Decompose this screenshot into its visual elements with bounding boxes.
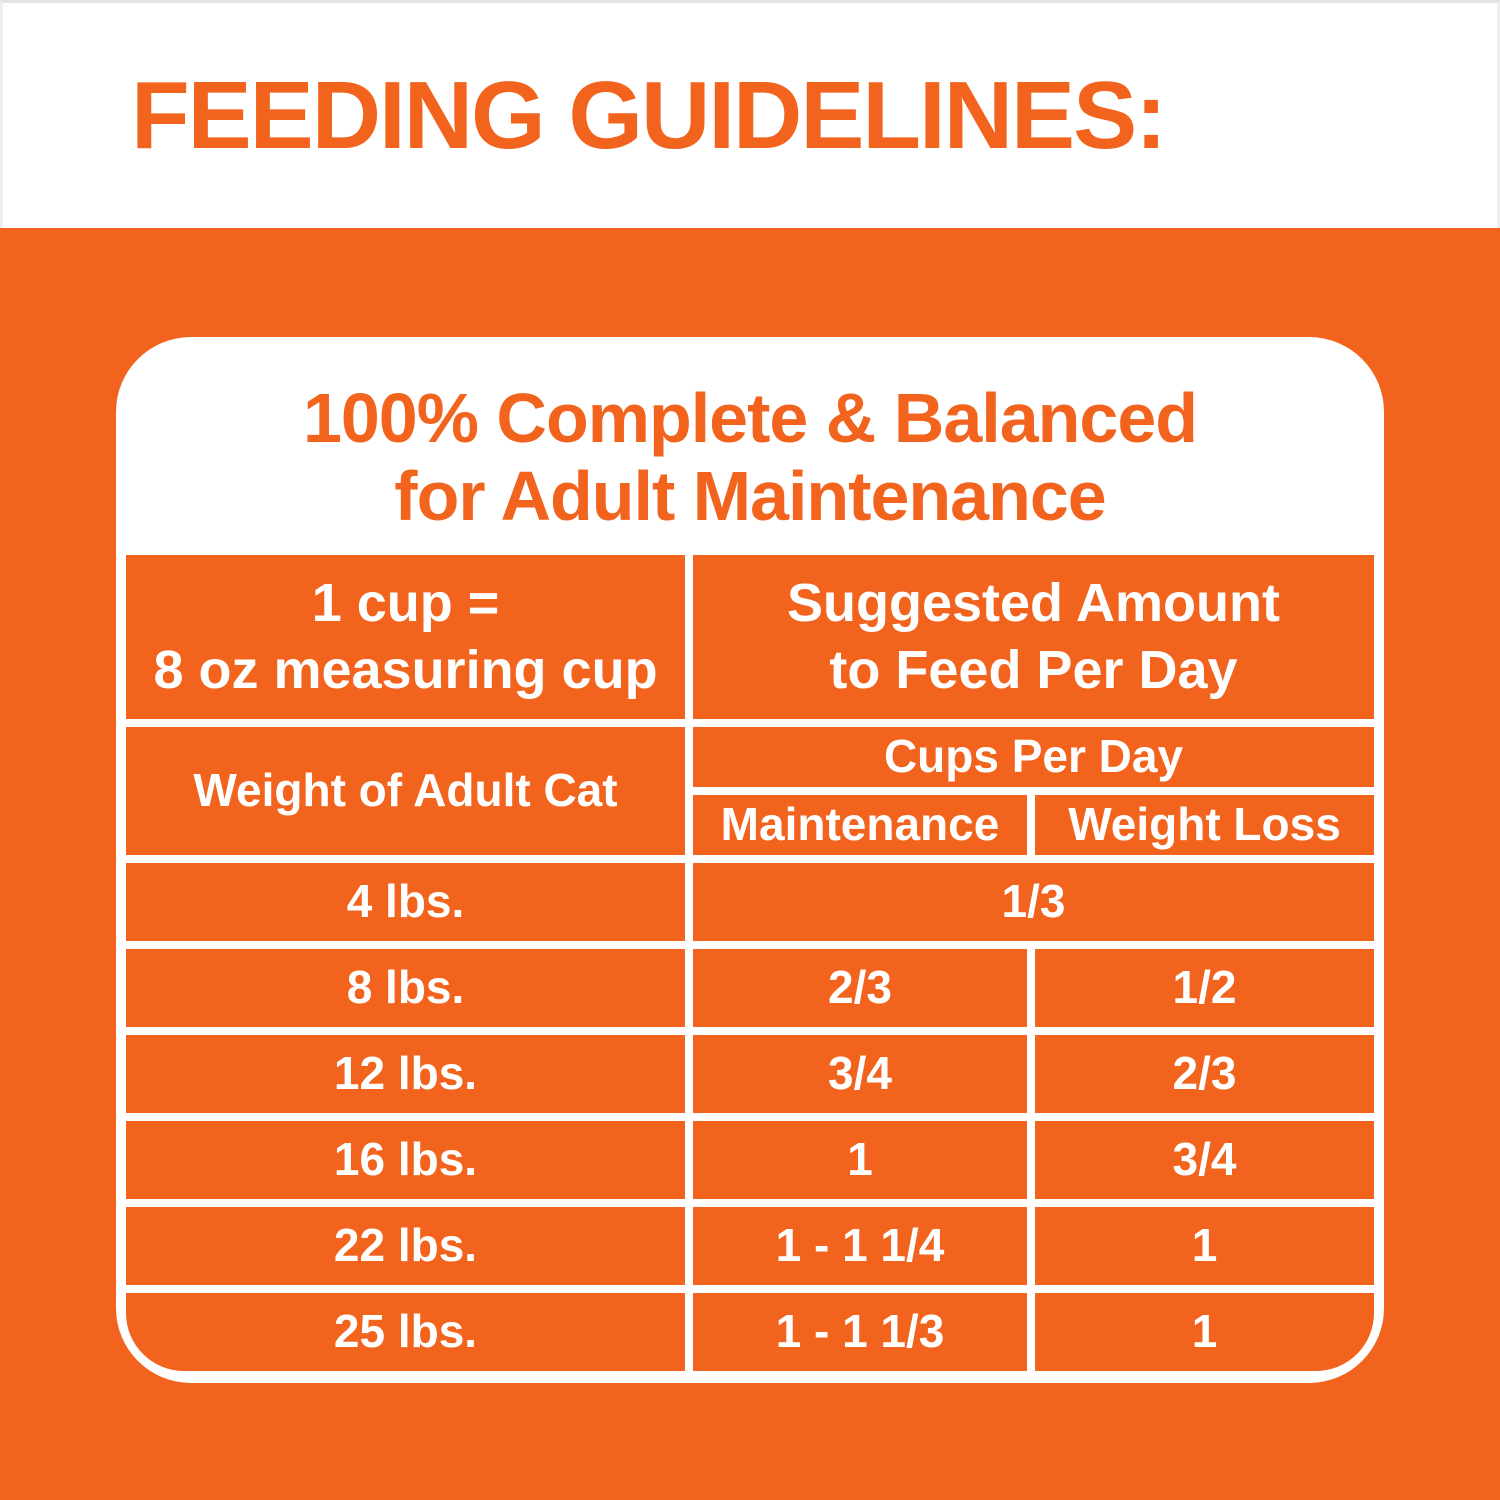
top-banner: FEEDING GUIDELINES:	[0, 0, 1500, 228]
header-cell-weight-of-adult-cat: Weight of Adult Cat	[126, 727, 685, 855]
table-cell-weight-loss: 1	[1035, 1293, 1374, 1371]
panel-heading-line2: for Adult Maintenance	[394, 457, 1106, 536]
table-cell-maintenance: 2/3	[693, 949, 1027, 1027]
panel-heading: 100% Complete & Balanced for Adult Maint…	[126, 337, 1374, 555]
suggested-line1: Suggested Amount	[787, 572, 1280, 633]
feeding-panel: 100% Complete & Balanced for Adult Maint…	[116, 337, 1384, 1383]
table-cell-maintenance: 1	[693, 1121, 1027, 1199]
table-cell-weight: 8 lbs.	[126, 949, 685, 1027]
table-cell-maintenance: 3/4	[693, 1035, 1027, 1113]
table-cell-weight: 12 lbs.	[126, 1035, 685, 1113]
orange-background: 100% Complete & Balanced for Adult Maint…	[0, 228, 1500, 1500]
table-cell-maintenance: 1 - 1 1/4	[693, 1207, 1027, 1285]
header-cell-weight-loss: Weight Loss	[1035, 795, 1374, 855]
header-cell-cups-per-day: Cups Per Day	[693, 727, 1374, 787]
page-title: FEEDING GUIDELINES:	[131, 61, 1167, 169]
table-cell-weight-loss: 1	[1035, 1207, 1374, 1285]
feeding-table: 1 cup = 8 oz measuring cup Suggested Amo…	[126, 555, 1374, 1371]
header-cell-cup-note: 1 cup = 8 oz measuring cup	[126, 555, 685, 719]
cup-note-line1: 1 cup =	[311, 572, 500, 633]
table-cell-maintenance: 1 - 1 1/3	[693, 1293, 1027, 1371]
suggested-line2: to Feed Per Day	[829, 640, 1238, 700]
table-cell-weight: 16 lbs.	[126, 1121, 685, 1199]
panel-heading-line1: 100% Complete & Balanced	[302, 379, 1198, 457]
table-cell-weight: 22 lbs.	[126, 1207, 685, 1285]
header-cell-maintenance: Maintenance	[693, 795, 1027, 855]
table-cell-weight-loss: 3/4	[1035, 1121, 1374, 1199]
cup-note-line2: 8 oz measuring cup	[153, 640, 658, 700]
table-cell-amount-span: 1/3	[693, 863, 1374, 941]
table-cell-weight-loss: 1/2	[1035, 949, 1374, 1027]
table-cell-weight: 25 lbs.	[126, 1293, 685, 1371]
header-cell-suggested-amount: Suggested Amount to Feed Per Day	[693, 555, 1374, 719]
table-cell-weight: 4 lbs.	[126, 863, 685, 941]
table-cell-weight-loss: 2/3	[1035, 1035, 1374, 1113]
